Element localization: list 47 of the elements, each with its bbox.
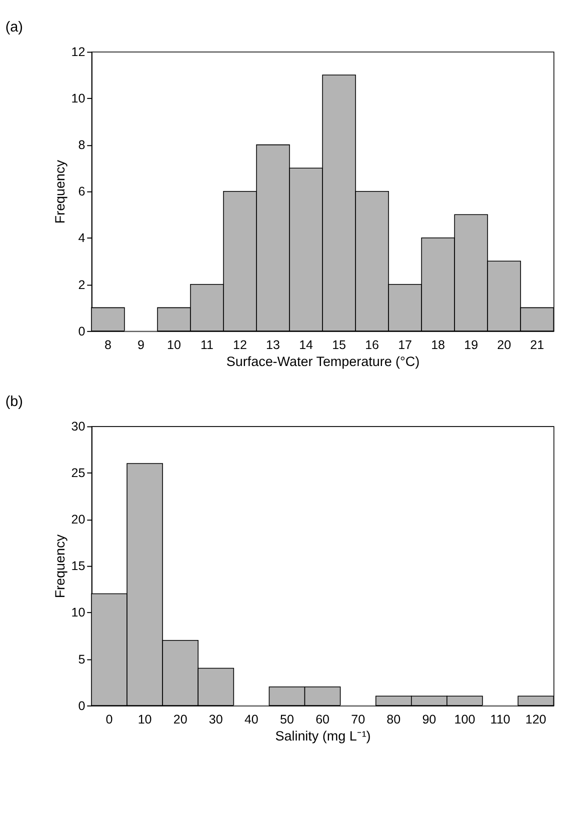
x-tick-label: 40 (244, 712, 258, 726)
chart-title: (b) (5, 394, 23, 410)
chart-title: (a) (5, 20, 23, 36)
x-tick-label: 16 (365, 338, 380, 352)
x-tick-label: 11 (200, 338, 214, 352)
y-tick-label: 0 (78, 324, 86, 338)
x-tick-label: 20 (497, 338, 512, 352)
y-tick-label: 10 (71, 606, 86, 620)
x-tick-label: 19 (464, 338, 478, 352)
y-axis-title: Frequency (52, 160, 68, 224)
x-tick-label: 8 (104, 338, 112, 352)
x-tick-label: 20 (173, 712, 188, 726)
x-tick-label: 80 (386, 712, 401, 726)
x-axis-title: Salinity (mg L⁻¹) (275, 728, 371, 744)
x-axis-title: Surface-Water Temperature (°C) (226, 354, 420, 370)
x-tick-label: 10 (167, 338, 181, 352)
x-tick-label: 10 (138, 712, 152, 726)
x-tick-label: 100 (454, 712, 476, 726)
x-tick-label: 14 (299, 338, 314, 352)
y-tick-label: 8 (78, 138, 86, 152)
y-tick-label: 4 (78, 231, 86, 246)
x-tick-label: 60 (316, 712, 330, 726)
x-tick-label: 110 (490, 712, 510, 726)
x-tick-label: 90 (422, 712, 436, 726)
x-tick-label: 17 (398, 338, 412, 352)
y-tick-label: 30 (71, 420, 86, 434)
y-tick-label: 2 (78, 278, 86, 292)
x-tick-label: 70 (351, 712, 366, 726)
x-tick-label: 21 (530, 338, 544, 352)
x-tick-label: 9 (138, 338, 144, 352)
x-tick-label: 0 (106, 712, 113, 726)
y-tick-label: 12 (71, 45, 86, 60)
y-tick-label: 15 (71, 559, 86, 574)
y-tick-label: 6 (78, 184, 86, 199)
y-axis-title: Frequency (52, 534, 68, 598)
x-tick-label: 13 (266, 338, 280, 352)
x-tick-label: 120 (525, 712, 546, 726)
y-tick-label: 10 (71, 92, 86, 106)
y-tick-label: 25 (71, 466, 86, 480)
y-tick-label: 0 (78, 698, 86, 713)
y-tick-label: 5 (78, 652, 86, 666)
x-tick-label: 15 (332, 338, 346, 352)
x-tick-label: 12 (233, 338, 248, 352)
x-tick-label: 30 (208, 712, 223, 726)
y-tick-label: 20 (71, 512, 86, 527)
x-tick-label: 50 (280, 712, 294, 726)
x-tick-label: 18 (431, 338, 446, 352)
